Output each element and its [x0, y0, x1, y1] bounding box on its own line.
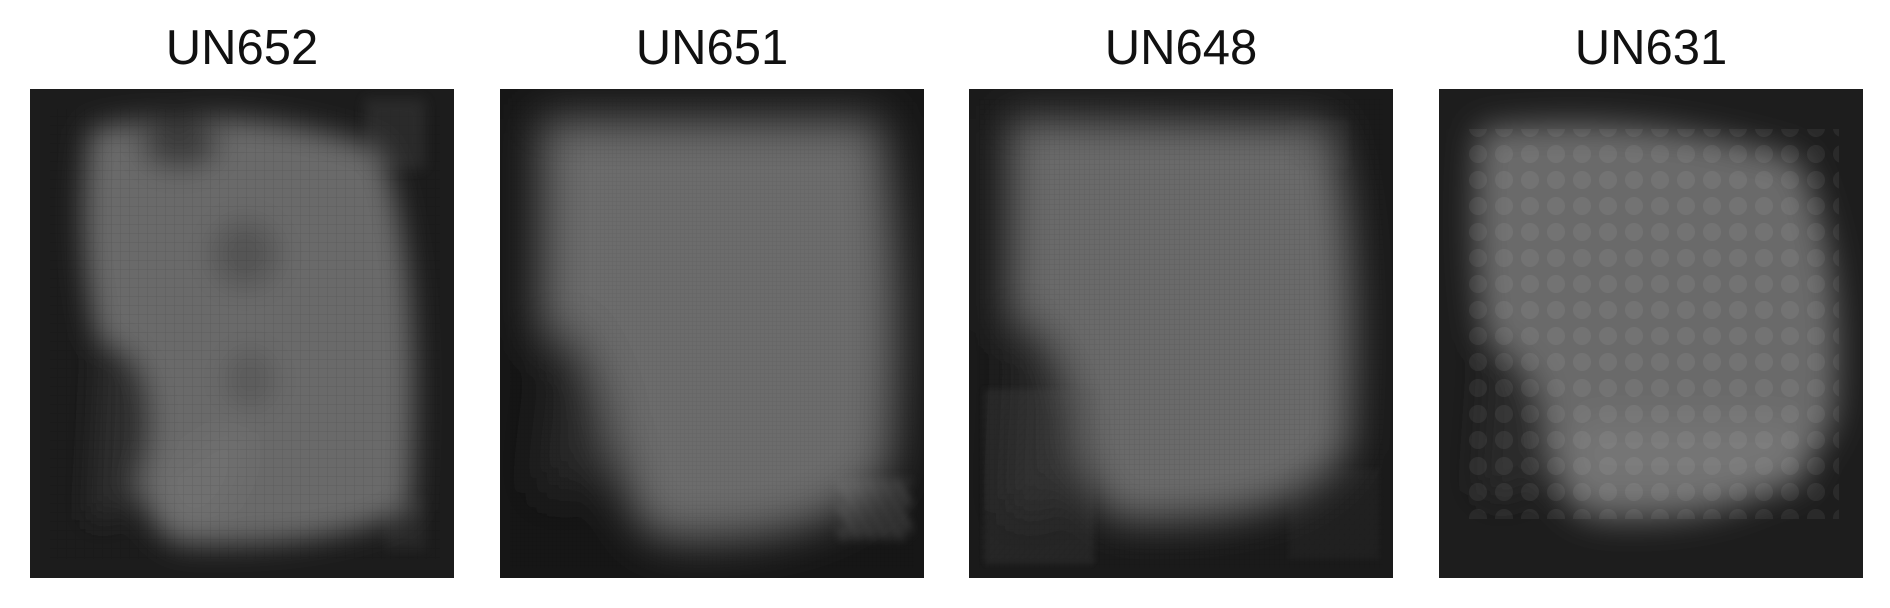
- reconstructed-image: [30, 89, 454, 578]
- panel-un648: UN648: [969, 0, 1393, 608]
- panel-title: UN631: [1574, 21, 1728, 75]
- reconstructed-image: [500, 89, 924, 578]
- panel-title: UN652: [165, 21, 319, 75]
- reconstructed-image: [969, 89, 1393, 578]
- panel-un651: UN651: [500, 0, 924, 608]
- panel-title: UN648: [1104, 21, 1258, 75]
- panel-un631: UN631: [1439, 0, 1863, 608]
- panel-un652: UN652: [30, 0, 454, 608]
- panel-title: UN651: [635, 21, 789, 75]
- reconstructed-image: [1439, 89, 1863, 578]
